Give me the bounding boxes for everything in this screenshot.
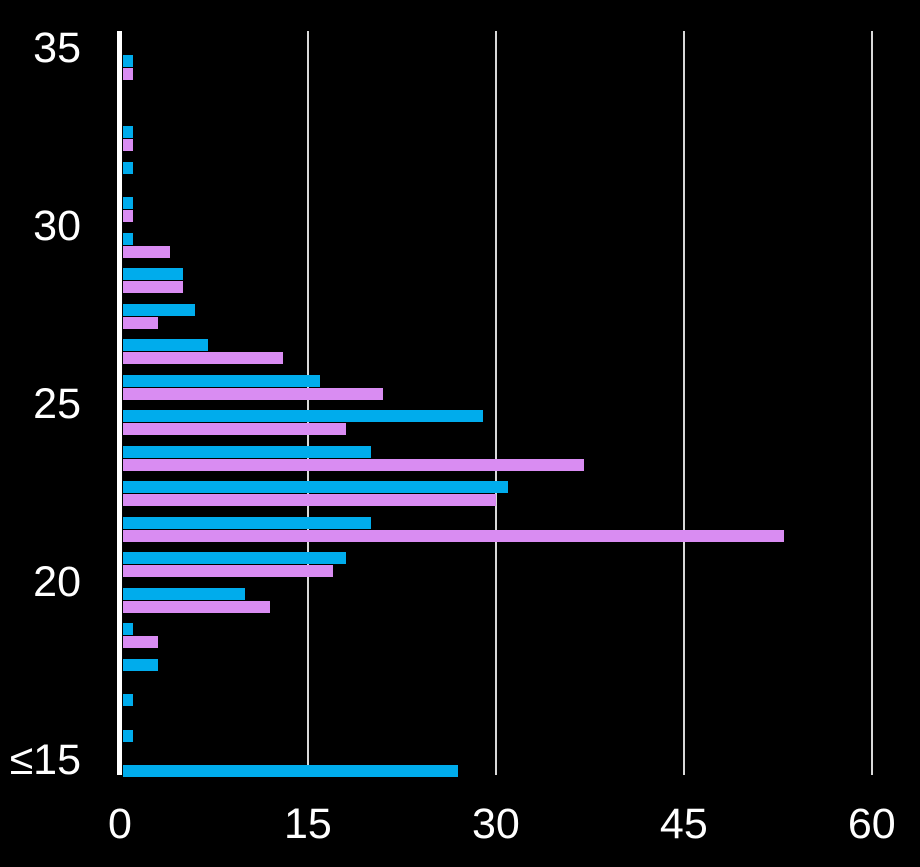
bar-magenta-series-age-23 [123, 494, 496, 506]
x-tick-label-0: 0 [108, 800, 132, 848]
gridline-60 [870, 31, 873, 775]
gridline-30 [494, 31, 497, 775]
bar-magenta-series-age-26 [123, 387, 384, 400]
y-axis-line [117, 31, 122, 775]
bar-blue-series-age-25 [123, 410, 484, 422]
x-tick-label-15: 15 [284, 800, 332, 848]
bar-blue-series-age-33 [123, 126, 133, 138]
bar-blue-series-age-31 [123, 197, 133, 209]
bar-magenta-series-age-31 [123, 210, 133, 222]
bar-blue-series-age-23 [123, 481, 509, 493]
y-tick-label-le15: ≤15 [9, 735, 81, 784]
bar-blue-series-age-20 [123, 587, 246, 600]
bar-blue-series-age-28 [123, 303, 196, 316]
bar-magenta-series-age-24 [123, 458, 584, 471]
x-tick-label-45: 45 [659, 800, 708, 848]
bar-blue-series-age-16 [123, 729, 133, 742]
bar-magenta-series-age-27 [123, 352, 283, 364]
bar-magenta-series-age-30 [123, 245, 171, 258]
bar-blue-series-age-29 [123, 268, 183, 280]
bar-blue-series-age-24 [123, 445, 371, 458]
x-tick-label-60: 60 [847, 800, 896, 848]
bar-magenta-series-age-35 [123, 68, 133, 80]
y-tick-label-35: 35 [33, 23, 81, 72]
bar-blue-series-age-18 [123, 658, 158, 671]
y-tick-label-25: 25 [33, 379, 81, 428]
bar-magenta-series-age-22 [123, 529, 785, 542]
bar-magenta-series-age-33 [123, 139, 133, 151]
bar-blue-series-age-19 [123, 623, 133, 635]
bar-magenta-series-age-19 [123, 636, 158, 648]
bar-magenta-series-age-25 [123, 423, 346, 435]
bar-blue-series-age-32 [123, 161, 133, 174]
bar-blue-series-age-35 [123, 55, 133, 67]
y-tick-label-20: 20 [33, 557, 81, 606]
bar-blue-series-age-27 [123, 339, 208, 351]
bar-magenta-series-age-28 [123, 316, 158, 329]
gridline-45 [682, 31, 685, 775]
bar-magenta-series-age-29 [123, 281, 183, 293]
x-tick-label-30: 30 [471, 800, 520, 848]
gridline-15 [306, 31, 309, 775]
bar-blue-series-age-17 [123, 694, 133, 706]
bar-magenta-series-age-20 [123, 600, 271, 613]
bar-blue-series-age-≤15 [123, 765, 459, 777]
bar-blue-series-age-22 [123, 516, 371, 529]
bar-blue-series-age-30 [123, 232, 133, 245]
bar-blue-series-age-21 [123, 552, 346, 564]
y-tick-label-30: 30 [33, 201, 81, 250]
bar-blue-series-age-26 [123, 374, 321, 387]
bar-magenta-series-age-21 [123, 565, 333, 577]
